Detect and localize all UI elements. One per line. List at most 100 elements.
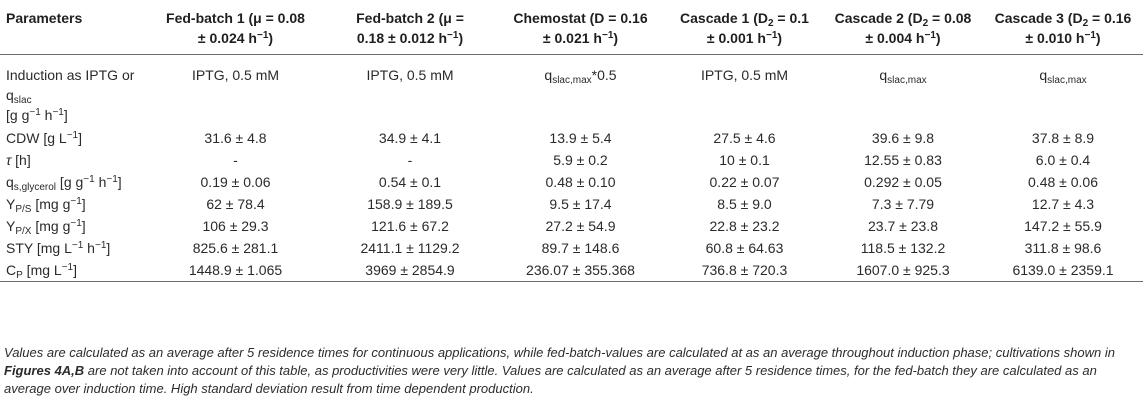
table-row-tau: τ [h] - - 5.9 ± 0.2 10 ± 0.1 12.55 ± 0.8… — [0, 149, 1143, 171]
param-cell: YP/X [mg g−1] — [0, 215, 146, 237]
value-cell: 7.3 ± 7.79 — [871, 196, 935, 212]
header-label: Parameters — [6, 10, 83, 26]
table-row-cp: CP [mg L−1] 1448.9 ± 1.065 3969 ± 2854.9… — [0, 259, 1143, 282]
param-unit-2: h — [83, 240, 95, 256]
value-cell: 736.8 ± 720.3 — [701, 262, 788, 278]
value-text: IPTG, 0.5 mM — [700, 67, 789, 83]
value-cell: 12.7 ± 4.3 — [1031, 196, 1095, 212]
param-exp: −1 — [61, 262, 74, 273]
value-cell: 10 ± 0.1 — [719, 152, 770, 168]
value-cell: 27.2 ± 54.9 — [545, 218, 616, 234]
header-label: Chemostat (D = 0.16 — [513, 10, 648, 26]
param-sub: slac — [13, 95, 32, 106]
value-cell: 60.8 ± 64.63 — [705, 240, 784, 256]
param-text: Y — [6, 196, 16, 212]
value-cell: 37.8 ± 8.9 — [1031, 130, 1095, 146]
header-unit-exp: −1 — [601, 30, 614, 41]
header-parameters: Parameters — [0, 4, 146, 55]
value-text: IPTG, 0.5 mM — [366, 67, 454, 83]
header-label-2: = 0.16 — [1088, 10, 1132, 26]
value-cell: 0.48 ± 0.06 — [1028, 174, 1098, 190]
header-label: Fed-batch 2 (μ = — [356, 10, 464, 26]
param-unit: [mg g — [31, 218, 71, 234]
header-tail: ) — [268, 30, 274, 46]
value-cell: 12.55 ± 0.83 — [864, 152, 942, 168]
param-unit: [mg g — [31, 196, 71, 212]
header-condition: 0.18 ± 0.012 h — [356, 30, 448, 46]
header-tail: ) — [777, 30, 783, 46]
value-cell: - — [407, 152, 413, 168]
value-cell: 2411.1 ± 1129.2 — [360, 240, 460, 256]
value-cell: 22.8 ± 23.2 — [709, 218, 780, 234]
header-tail: ) — [613, 30, 619, 46]
header-sub: 2 — [767, 18, 774, 29]
header-label-2: = 0.1 — [773, 10, 809, 26]
header-unit-exp: −1 — [1084, 30, 1096, 41]
value-suffix: *0.5 — [591, 67, 617, 83]
param-unit-close: ] — [106, 240, 111, 256]
param-sub: P — [16, 270, 23, 281]
value-cell: 0.292 ± 0.05 — [864, 174, 942, 190]
param-cell: Induction as IPTG or qslac [g g−1 h−1] — [0, 55, 146, 128]
value-cell: 0.19 ± 0.06 — [200, 174, 271, 190]
value-cell: 39.6 ± 9.8 — [871, 130, 935, 146]
param-text: Induction as IPTG or q — [6, 67, 135, 103]
param-sub: P/X — [15, 226, 32, 237]
header-condition: ± 0.021 h — [542, 30, 602, 46]
header-tail: ) — [935, 30, 941, 46]
table-row-induction: Induction as IPTG or qslac [g g−1 h−1] I… — [0, 55, 1143, 128]
value-cell: 31.6 ± 4.8 — [204, 130, 267, 146]
header-unit-exp: −1 — [924, 30, 936, 41]
param-exp-2: −1 — [52, 107, 64, 118]
value-cell: qslac,max — [823, 55, 983, 128]
value-sub: slac,max — [887, 75, 927, 86]
table-row-sty: STY [mg L−1 h−1] 825.6 ± 281.1 2411.1 ± … — [0, 237, 1143, 259]
value-cell: 23.7 ± 23.8 — [868, 218, 938, 234]
value-cell: 27.5 ± 4.6 — [713, 130, 776, 146]
value-cell: 0.48 ± 0.10 — [545, 174, 616, 190]
header-label: Cascade 3 (D — [994, 10, 1083, 26]
value-cell: 89.7 ± 148.6 — [541, 240, 620, 256]
header-cascade-3: Cascade 3 (D2 = 0.16 ± 0.010 h−1) — [983, 4, 1143, 55]
param-unit: [mg L — [22, 262, 62, 278]
header-cascade-2: Cascade 2 (D2 = 0.08 ± 0.004 h−1) — [823, 4, 983, 55]
param-exp-2: −1 — [94, 240, 107, 251]
param-exp: −1 — [71, 240, 84, 251]
value-sub: slac,max — [552, 75, 592, 86]
value-text: q — [544, 67, 553, 83]
header-sub: 2 — [1082, 18, 1089, 29]
value-cell: 0.54 ± 0.1 — [378, 174, 442, 190]
value-cell: 9.5 ± 17.4 — [549, 196, 612, 212]
value-cell: 3969 ± 2854.9 — [365, 262, 455, 278]
param-text: Y — [6, 218, 16, 234]
figure-reference-link[interactable]: Figures 4A,B — [4, 363, 85, 378]
value-cell: IPTG, 0.5 mM — [146, 55, 325, 128]
value-cell: 1607.0 ± 925.3 — [856, 262, 950, 278]
header-label-2: = 0.08 — [928, 10, 972, 26]
param-unit-close: ] — [78, 130, 82, 146]
header-condition: ± 0.001 h — [706, 30, 766, 46]
header-row: Parameters Fed-batch 1 (μ = 0.08 ± 0.024… — [0, 4, 1143, 55]
value-cell: - — [233, 152, 238, 168]
param-unit: [g g — [6, 107, 30, 123]
value-cell: 121.6 ± 67.2 — [371, 218, 449, 234]
param-cell: YP/S [mg g−1] — [0, 193, 146, 215]
value-cell: 825.6 ± 281.1 — [192, 240, 279, 256]
header-unit-exp: −1 — [256, 30, 269, 41]
header-fed-batch-1: Fed-batch 1 (μ = 0.08 ± 0.024 h−1) — [146, 4, 325, 55]
param-exp-2: −1 — [106, 174, 118, 185]
table-row-cdw: CDW [g L−1] 31.6 ± 4.8 34.9 ± 4.1 13.9 ±… — [0, 127, 1143, 149]
table-footnote: Values are calculated as an average afte… — [4, 344, 1140, 398]
value-cell: 62 ± 78.4 — [206, 196, 265, 212]
value-cell: 1448.9 ± 1.065 — [188, 262, 283, 278]
header-unit-exp: −1 — [447, 30, 459, 41]
header-tail: ) — [1095, 30, 1101, 46]
header-condition: ± 0.010 h — [1025, 30, 1085, 46]
header-condition: ± 0.024 h — [197, 30, 257, 46]
footnote-text-2: are not taken into account of this table… — [4, 363, 1097, 396]
value-text: q — [1039, 67, 1048, 83]
value-cell: 311.8 ± 98.6 — [1024, 240, 1102, 256]
value-cell: IPTG, 0.5 mM — [666, 55, 823, 128]
param-exp: −1 — [70, 196, 82, 207]
value-cell: 34.9 ± 4.1 — [378, 130, 442, 146]
